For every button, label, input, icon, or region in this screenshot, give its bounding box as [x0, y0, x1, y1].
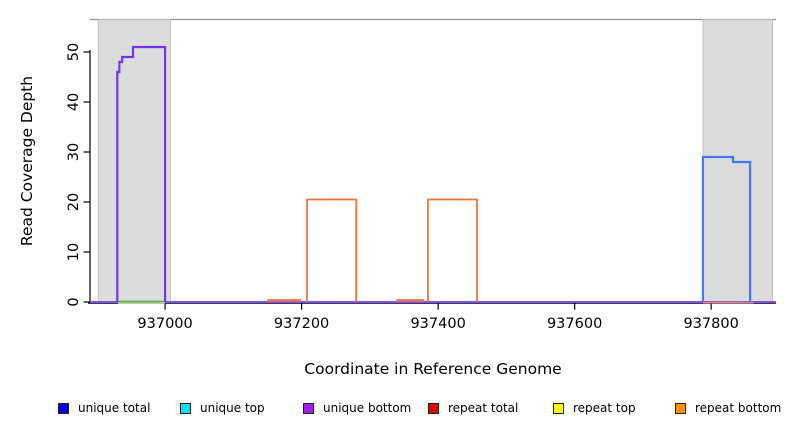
legend: unique total unique top unique bottom repea…: [0, 399, 792, 419]
y-tick-label: 50: [66, 43, 82, 61]
series-unique-right-block: [701, 155, 752, 302]
legend-item-repeat-bottom: repeat bottom: [675, 399, 781, 417]
y-tick-label: 0: [66, 297, 82, 306]
legend-item-unique-bottom: unique bottom: [303, 399, 411, 417]
series-repeat-bottom-bump-1: [267, 299, 302, 302]
legend-item-unique-total: unique total: [58, 399, 150, 417]
series-unique-left-block: [116, 45, 167, 302]
repeat-bottom-swatch-icon: [675, 402, 686, 414]
repeat-total-swatch-icon: [428, 402, 439, 414]
legend-label: repeat top: [573, 401, 636, 415]
legend-label: unique bottom: [323, 401, 412, 415]
x-tick-label: 937400: [410, 316, 465, 332]
x-axis-title: Coordinate in Reference Genome: [304, 360, 562, 378]
left-shaded-region: [97, 19, 171, 304]
x-tick-label: 937000: [137, 316, 192, 332]
legend-label: repeat total: [448, 401, 519, 415]
legend-item-repeat-top: repeat top: [553, 399, 636, 417]
x-tick-label: 937600: [547, 316, 602, 332]
legend-item-unique-top: unique top: [180, 399, 265, 417]
y-axis-title: Read Coverage Depth: [18, 75, 36, 247]
legend-label: unique top: [200, 401, 265, 415]
y-tick-label: 20: [66, 193, 82, 211]
x-tick-label: 937800: [683, 316, 738, 332]
repeat-top-swatch-icon: [553, 402, 564, 414]
series-repeat-bottom-block-2: [426, 198, 478, 302]
series-repeat-bottom-bump-2: [396, 299, 425, 302]
unique-top-swatch-icon: [180, 402, 191, 414]
y-tick-label: 10: [66, 243, 82, 261]
unique-total-swatch-icon: [58, 402, 69, 414]
series-repeat-bottom-block-1: [306, 198, 358, 302]
legend-label: unique total: [78, 401, 151, 415]
legend-label: repeat bottom: [695, 401, 782, 415]
legend-item-repeat-total: repeat total: [428, 399, 518, 417]
y-tick-label: 40: [66, 93, 82, 111]
unique-bottom-swatch-icon: [303, 402, 314, 414]
x-tick-label: 937200: [274, 316, 329, 332]
y-tick-label: 30: [66, 143, 82, 161]
